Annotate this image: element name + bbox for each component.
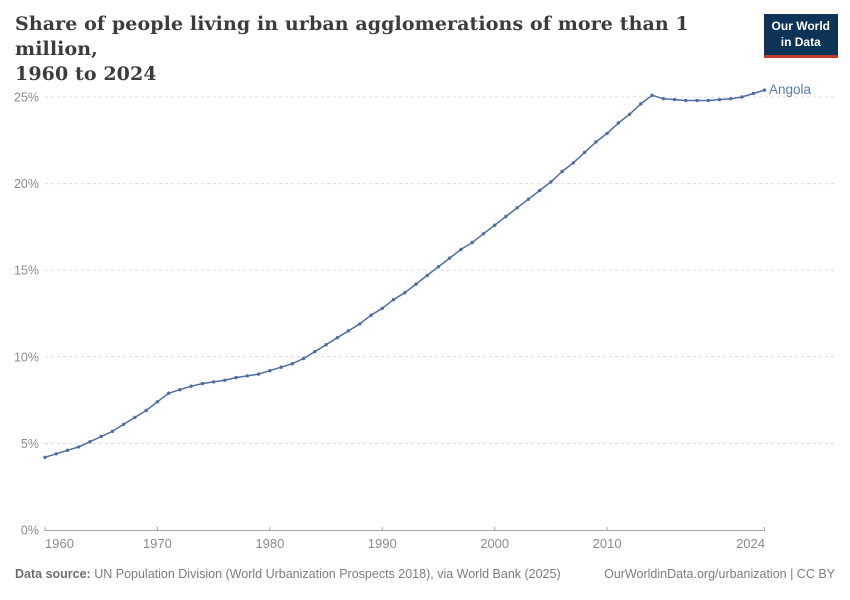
y-tick-label: 0% bbox=[21, 524, 39, 538]
data-source-text: UN Population Division (World Urbanizati… bbox=[90, 567, 561, 581]
x-tick-label: 2024 bbox=[736, 536, 765, 551]
page-title: Share of people living in urban agglomer… bbox=[15, 12, 750, 87]
y-tick-label: 5% bbox=[21, 437, 39, 451]
series-label-angola[interactable]: Angola bbox=[769, 82, 812, 97]
x-tick-label: 1970 bbox=[143, 536, 172, 551]
data-source-label: Data source: bbox=[15, 567, 91, 581]
chart-header: Share of people living in urban agglomer… bbox=[15, 12, 750, 87]
x-tick-label: 2010 bbox=[593, 536, 622, 551]
data-source-note: Data source: UN Population Division (Wor… bbox=[15, 567, 561, 581]
angola-line bbox=[43, 88, 767, 459]
y-tick-label: 10% bbox=[14, 350, 39, 364]
gridlines: 0% 5% 10% 15% 20% 25% bbox=[14, 91, 835, 538]
x-tick-label: 1960 bbox=[45, 536, 74, 551]
owid-logo-text-line1: Our World bbox=[771, 19, 830, 33]
x-tick-label: 1990 bbox=[368, 536, 397, 551]
owid-logo-text-line2: in Data bbox=[780, 34, 821, 49]
x-tick-label: 2000 bbox=[480, 536, 509, 551]
owid-logo[interactable]: Our World in Data bbox=[763, 14, 838, 59]
y-tick-label: 15% bbox=[14, 264, 39, 278]
owid-url-license-link[interactable]: OurWorldinData.org/urbanization | CC BY bbox=[604, 567, 835, 581]
x-tick-label: 1980 bbox=[255, 536, 284, 551]
title-line-1: Share of people living in urban agglomer… bbox=[15, 13, 689, 61]
chart-footer: Data source: UN Population Division (Wor… bbox=[15, 567, 835, 581]
y-tick-label: 20% bbox=[14, 177, 39, 191]
x-axis: 1960 1970 1980 1990 2000 2010 2024 bbox=[44, 527, 765, 551]
title-line-2: 1960 to 2024 bbox=[15, 63, 157, 86]
y-tick-label: 25% bbox=[14, 91, 39, 105]
